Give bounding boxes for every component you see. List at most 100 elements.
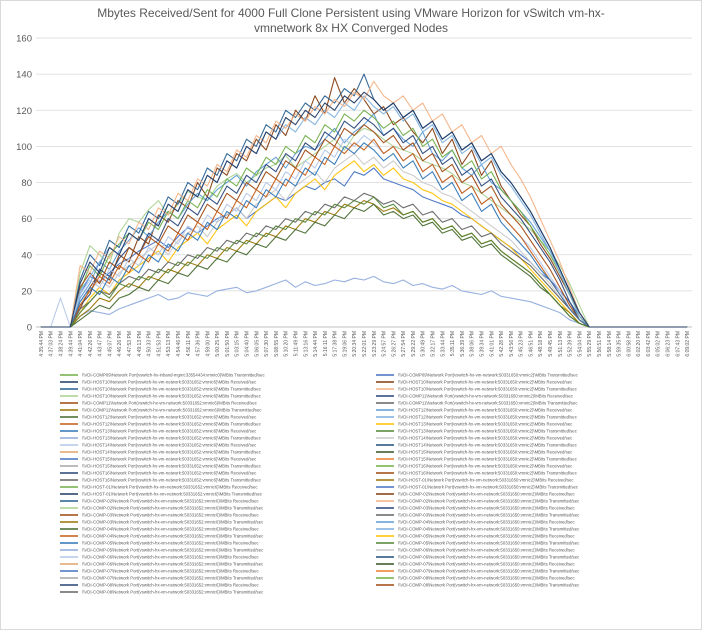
x-tick-label: 5:48:18 PM <box>538 331 544 357</box>
legend-entry: \\VDI-HOST14\Network Port(vswitch-hx-vm-… <box>82 450 262 455</box>
legend-entry: \\VDI-HOST10\Network Port(vswitch-hx-vm-… <box>82 387 262 392</box>
legend-entry: \\VDI-COMP-02\Network Port(vswitch-hx-vm… <box>82 499 260 504</box>
x-tick-label: 4:35:44 PM <box>39 331 45 357</box>
legend-entry: \\VDI-COMP-05\Network Port(vswitch-hx-vm… <box>82 541 260 546</box>
legend-entry: \\VDI-HOST12\Network Port(vswitch-hx-vm-… <box>82 422 262 427</box>
x-tick-label: 4:41:04 PM <box>78 331 84 357</box>
legend-entry: \\VDI-COMP-04\Network Port(vswitch-hx-vm… <box>398 520 576 525</box>
x-tick-label: 5:29:22 PM <box>411 331 417 357</box>
x-tick-label: 4:37:03 PM <box>49 331 55 357</box>
legend-entry: \\VDI-COMP11\Network Port(vswitch-hx-vm-… <box>82 401 258 406</box>
legend-entry: \\VDI-COMP-06\Network Port(vswitch-hx-vm… <box>398 548 576 553</box>
legend-entry: \\VDI-COMP09\Network Port(vswitch-hx-inb… <box>82 373 266 378</box>
legend-entry: \\VDI-HOST14\Network Port(vswitch-hx-vm-… <box>82 443 257 448</box>
legend-entry: \\VDI-HOST-01\Network Port(vswitch-hx-vm… <box>82 485 258 490</box>
x-tick-label: 4:56:11 PM <box>186 331 192 356</box>
legend-entry: \\VDI-COMP-08\Network Port(vswitch-hx-vm… <box>82 583 260 588</box>
x-tick-label: 5:51:13 PM <box>558 331 564 357</box>
series-line-18 <box>40 138 688 328</box>
legend-entry: \\VDI-HOST15\Network Port(vswitch-hx-vm-… <box>82 457 257 462</box>
legend-entry: \\VDI-HOST16\Network Port(vswitch-hx-vm-… <box>398 471 578 476</box>
legend-entry: \\VDI-COMP-07\Network Port(vswitch-hx-vm… <box>398 569 580 574</box>
legend-entry: \\VDI-COMP-05\Network Port(vswitch-hx-vm… <box>398 541 580 546</box>
legend-entry: \\VDI-HOST12\Network Port(vswitch-hx-vm-… <box>398 408 573 413</box>
x-tick-label: 5:03:15 PM <box>235 331 241 357</box>
x-tick-label: 5:20:34 PM <box>352 331 358 357</box>
series-line-12 <box>40 200 688 328</box>
y-tick-label: 160 <box>16 34 32 45</box>
legend-entry: \\VDI-COMP-07\Network Port(vswitch-hx-vm… <box>82 569 260 574</box>
x-tick-label: 6:02:20 PM <box>636 331 642 357</box>
y-tick-label: 140 <box>16 70 32 81</box>
legend-entry: \\VDI-HOST14\Network Port(vswitch-hx-vm-… <box>398 443 578 448</box>
x-tick-label: 6:03:42 PM <box>646 331 652 357</box>
chart-title-line-1: Mbytes Received/Sent for 4000 Full Clone… <box>97 6 605 20</box>
x-tick-label: 6:00:58 PM <box>626 331 632 357</box>
legend-entry: \\VDI-HOST14\Network Port(vswitch-hx-vm-… <box>398 436 573 441</box>
legend-entry: \\VDI-HOST12\Network Port(vswitch-hx-vm-… <box>82 415 257 420</box>
legend-entry: \\VDI-HOST13\Network Port(vswitch-hx-vm-… <box>82 429 257 434</box>
legend-entry: \\VDI-COMP11\Network Port(vswitch-hx-vm-… <box>398 394 574 399</box>
x-tick-label: 4:54:46 PM <box>176 331 182 357</box>
series-line-4 <box>40 77 688 328</box>
legend-entry: \\VDI-COMP-04\Network Port(vswitch-hx-vm… <box>82 527 260 532</box>
x-tick-label: 5:06:05 PM <box>254 331 260 357</box>
series-line-5 <box>40 113 688 328</box>
x-tick-label: 4:45:07 PM <box>107 331 113 357</box>
legend-entry: \\VDI-HOST12\Network Port(vswitch-hx-vm-… <box>398 415 578 420</box>
y-tick-label: 80 <box>21 178 32 189</box>
x-tick-label: 6:05:02 PM <box>656 331 662 357</box>
x-tick-label: 5:45:23 PM <box>519 331 525 357</box>
series-line-3 <box>40 167 688 328</box>
legend-entry: \\VDI-COMP-08\Network Port(vswitch-hx-vm… <box>398 576 576 581</box>
x-tick-label: 5:52:39 PM <box>568 331 574 357</box>
legend-entry: \\VDI-COMP11\Network Port(vswitch-hx-vm-… <box>82 408 262 413</box>
series-line-1 <box>40 275 688 328</box>
y-tick-label: 60 <box>21 214 32 225</box>
legend-entry: \\VDI-COMP-02\Network Port(vswitch-hx-vm… <box>82 506 264 511</box>
legend-entry: \\VDI-COMP-06\Network Port(vswitch-hx-vm… <box>82 555 260 560</box>
x-tick-label: 5:07:30 PM <box>264 331 270 357</box>
x-tick-label: 6:07:43 PM <box>675 331 681 357</box>
y-tick-label: 100 <box>16 142 32 153</box>
x-tick-label: 5:38:06 PM <box>470 331 476 357</box>
legend-entry: \\VDI-HOST10\Network Port(vswitch-hx-vm-… <box>398 380 573 385</box>
x-tick-label: 4:49:13 PM <box>137 331 143 357</box>
x-tick-label: 4:47:53 PM <box>127 331 133 357</box>
legend-entry: \\VDI-COMP-08\Network Port(vswitch-hx-vm… <box>82 590 264 595</box>
legend-entry: \\VDI-COMP-03\Network Port(vswitch-hx-vm… <box>398 506 576 511</box>
legend-entry: \\VDI-COMP-04\Network Port(vswitch-hx-vm… <box>398 527 580 532</box>
legend-entry: \\VDI-COMP-03\Network Port(vswitch-hx-vm… <box>398 513 580 518</box>
legend-entry: \\VDI-HOST-01\Network Port(vswitch-hx-vm… <box>82 492 263 497</box>
chart-title-line-2: vmnetwork 8x HX Converged Nodes <box>253 21 449 35</box>
x-tick-label: 4:51:53 PM <box>156 331 162 357</box>
legend-entry: \\VDI-HOST10\Network Port(vswitch-hx-vm-… <box>398 387 578 392</box>
x-tick-label: 5:43:56 PM <box>509 331 515 357</box>
legend-entry: \\VDI-COMP-02\Network Port(vswitch-hx-vm… <box>398 499 580 504</box>
x-tick-label: 6:09:02 PM <box>685 331 691 357</box>
x-tick-label: 5:33:44 PM <box>440 331 446 357</box>
x-tick-label: 5:26:27 PM <box>391 331 397 357</box>
x-tick-label: 4:53:13 PM <box>166 331 172 357</box>
x-tick-label: 5:32:17 PM <box>431 331 437 357</box>
y-tick-label: 120 <box>16 106 32 117</box>
legend-entry: \\VDI-HOST16\Network Port(vswitch-hx-vm-… <box>82 471 257 476</box>
legend-entry: \\VDI-COMP-05\Network Port(vswitch-hx-vm… <box>398 534 576 539</box>
legend-entry: \\VDI-COMP-06\Network Port(vswitch-hx-vm… <box>82 562 264 567</box>
legend-entry: \\VDI-HOST10\Network Port(vswitch-hx-vm-… <box>82 380 257 385</box>
x-tick-label: 5:24:57 PM <box>382 331 388 357</box>
legend-entry: \\VDI-HOST13\Network Port(vswitch-hx-vm-… <box>398 422 573 427</box>
series-line-2 <box>40 127 688 328</box>
series-line-10 <box>40 124 688 328</box>
legend-entry: \\VDI-COMP-03\Network Port(vswitch-hx-vm… <box>82 513 260 518</box>
x-tick-label: 5:30:49 PM <box>421 331 427 357</box>
series-line-20 <box>40 196 688 328</box>
x-tick-label: 4:57:36 PM <box>196 331 202 357</box>
legend-entry: \\VDI-HOST-01\Network Port(vswitch-hx-vm… <box>398 485 579 490</box>
legend-entry: \\VDI-COMP-07\Network Port(vswitch-hx-vm… <box>398 562 576 567</box>
legend-entry: \\VDI-COMP-03\Network Port(vswitch-hx-vm… <box>82 520 264 525</box>
x-tick-label: 5:23:29 PM <box>372 331 378 357</box>
x-tick-label: 4:39:44 PM <box>68 331 74 357</box>
legend-entry: \\VDI-HOST16\Network Port(vswitch-hx-vm-… <box>82 478 262 483</box>
x-tick-label: 5:56:51 PM <box>597 331 603 357</box>
